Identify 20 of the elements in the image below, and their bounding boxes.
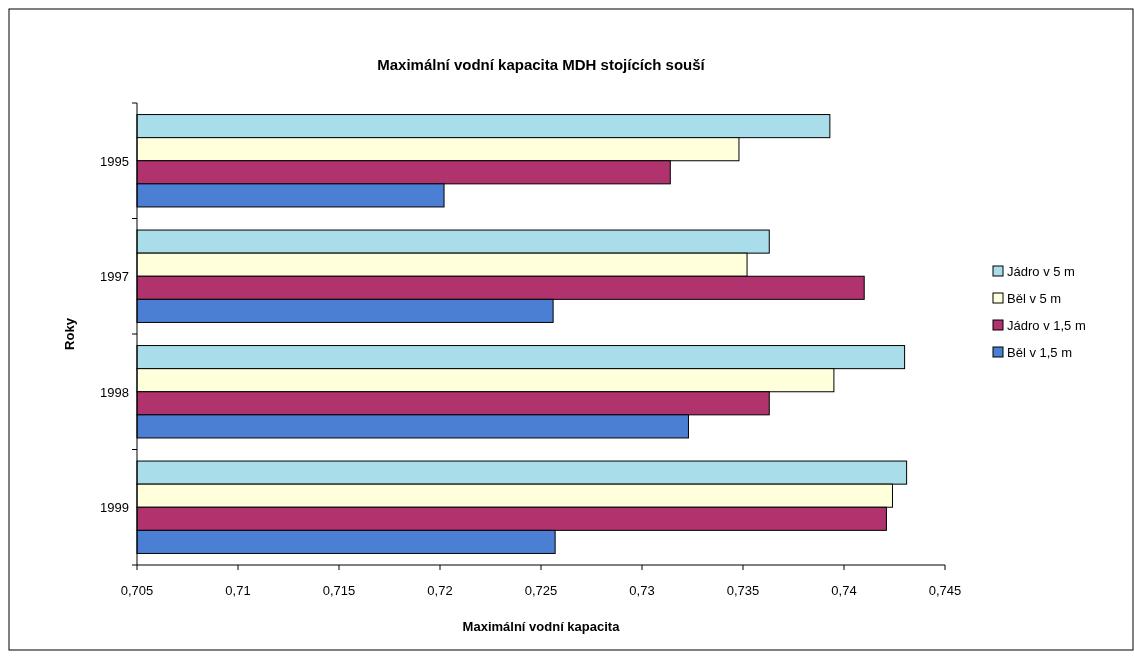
legend-label: Běl v 1,5 m — [1007, 345, 1073, 360]
x-tick-label: 0,735 — [726, 583, 760, 598]
y-tick-label: 1998 — [100, 384, 129, 400]
x-tick-label: 0,725 — [524, 583, 558, 598]
x-tick-label: 0,745 — [928, 583, 962, 598]
x-axis-title: Maximální vodní kapacita — [462, 619, 621, 634]
chart-title: Maximální vodní kapacita MDH stojících souší — [377, 56, 706, 73]
x-tick-label: 0,74 — [831, 583, 857, 598]
y-axis-title: Roky — [62, 317, 77, 350]
x-tick-label: 0,715 — [322, 583, 356, 598]
x-tick-label: 0,73 — [629, 583, 655, 598]
y-tick-label: 1995 — [100, 153, 129, 169]
legend-label: Jádro v 5 m — [1007, 264, 1075, 279]
x-tick-label: 0,705 — [120, 583, 154, 598]
legend-label: Běl v 5 m — [1007, 291, 1062, 306]
x-tick-label: 0,71 — [225, 583, 251, 598]
y-tick-label: 1997 — [100, 269, 129, 285]
x-tick-label: 0,72 — [427, 583, 453, 598]
y-tick-label: 1999 — [100, 500, 129, 516]
legend-label: Jádro v 1,5 m — [1007, 318, 1086, 333]
